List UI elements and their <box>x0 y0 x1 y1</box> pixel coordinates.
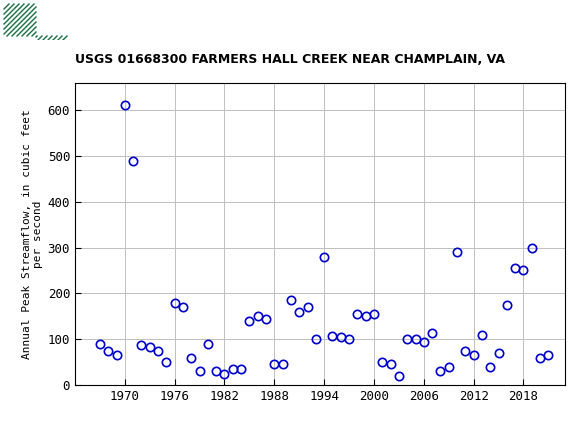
Y-axis label: Annual Peak Streamflow, in cubic feet
per second: Annual Peak Streamflow, in cubic feet pe… <box>22 109 44 359</box>
Text: USGS: USGS <box>42 10 110 30</box>
Text: USGS 01668300 FARMERS HALL CREEK NEAR CHAMPLAIN, VA: USGS 01668300 FARMERS HALL CREEK NEAR CH… <box>75 53 505 66</box>
Bar <box>4 4 36 36</box>
